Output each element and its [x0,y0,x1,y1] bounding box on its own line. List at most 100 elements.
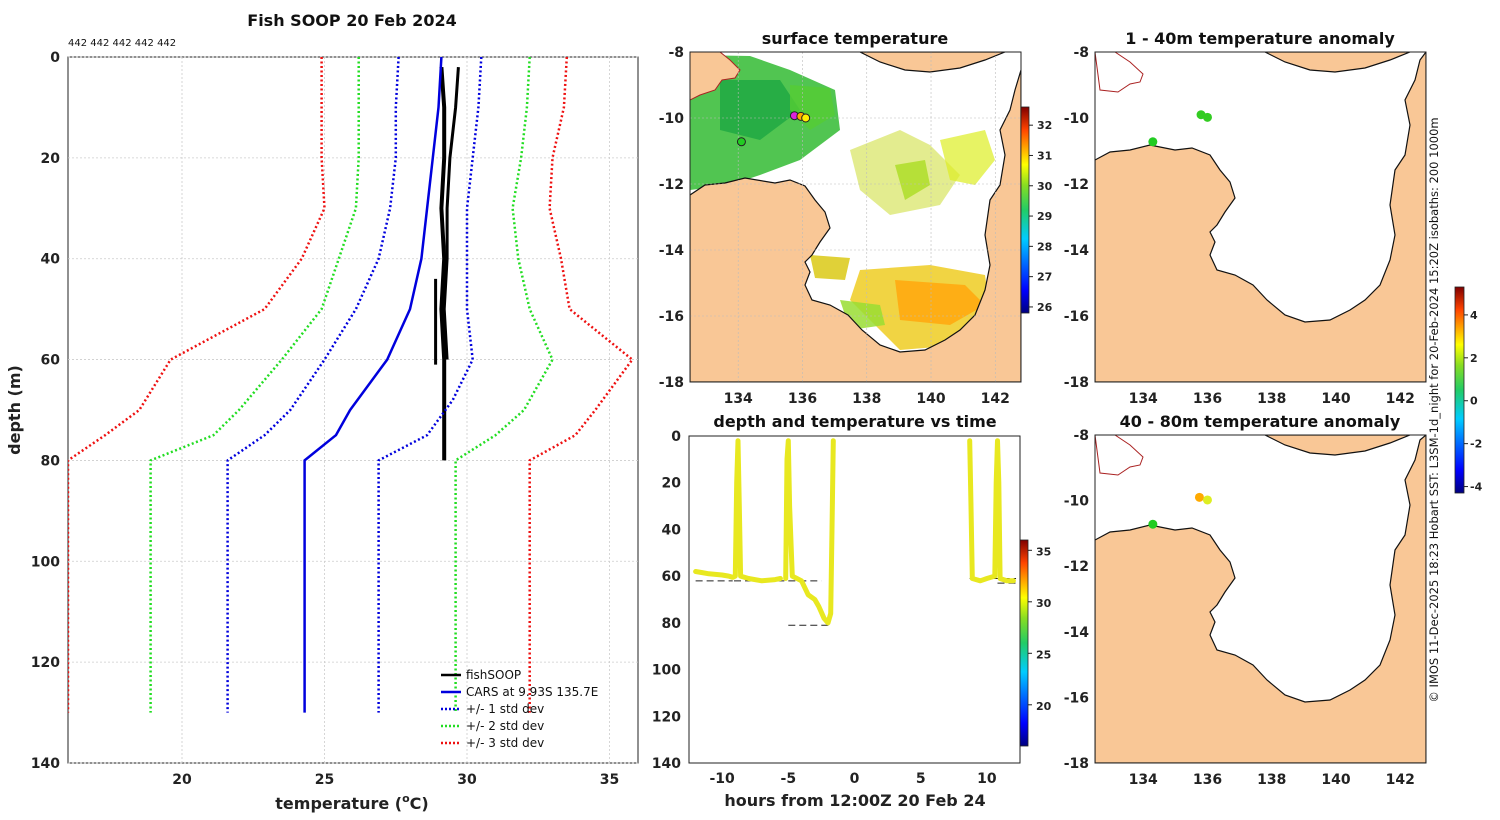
anom-colorbar-ticks: -4 -2 0 2 4 [1464,309,1483,494]
sst-station-marker [736,137,746,147]
profile-ylabel: depth (m) [5,365,24,455]
depth-time-xtick-label: 10 [977,771,997,787]
depth-time-xlabel: hours from 12:00Z 20 Feb 24 [724,791,985,810]
anom1-content [1095,52,1426,382]
anom2-ytick-label: -12 [1064,559,1089,575]
profile-xlabel: temperature (oC) [275,792,428,813]
sst-ytick-label: -18 [659,375,684,391]
anom2-xtick-label: 140 [1321,772,1350,788]
anom2-land-new-guinea [1264,435,1411,456]
sst-gulf-hot [895,280,985,325]
profile-ytick-label: 120 [31,655,60,671]
anom-1-40-panel: 134 136 138 140 142 -8 -10 -12 -14 -16 -18 1 - 40m… [1064,29,1427,407]
depth-time-track [967,438,1016,584]
anom-40-80-panel: 134 136 138 140 142 -8 -10 -12 -14 -16 -18 40 - 80… [1064,412,1427,788]
anom2-content [1095,435,1426,763]
anom1-xtick-label: 134 [1129,391,1158,407]
sst-yellow-ne [940,130,995,185]
depth-time-colorbar-tick-label: 25 [1036,648,1051,661]
anom-colorbar [1454,286,1465,494]
profile-series [68,57,634,713]
anom2-ytick-label: -10 [1064,494,1090,510]
depth-time-xtick-label: 0 [850,771,860,787]
profile-ticks: 20 25 30 35 0 20 40 60 80 100 120 140 [31,50,619,788]
sst-colorbar-tick-label: 27 [1037,271,1052,284]
anom1-anomaly-point [1148,137,1158,147]
sst-colorbar-tick-label: 32 [1037,119,1052,132]
anom1-ytick-label: -12 [1064,177,1089,193]
profile-grid [68,56,638,764]
depth-time-ytick-label: 60 [662,569,682,585]
profile-ytick-label: 140 [31,756,60,772]
profile-ytick-label: 60 [41,353,61,369]
anom1-title: 1 - 40m temperature anomaly [1125,29,1395,48]
profile-title: Fish SOOP 20 Feb 2024 [247,11,456,30]
sst-colorbar-tick-label: 26 [1037,301,1053,314]
anom1-frame [1094,51,1427,383]
anom1-land-new-guinea [1264,52,1411,73]
depth-time-track [693,438,783,584]
anom2-ytick-label: -18 [1064,756,1089,772]
sst-station-marker [801,113,811,123]
anom-colorbar-tick-label: 2 [1470,352,1478,365]
anom2-anomaly-point [1148,519,1158,529]
depth-time-colorbar-tick-label: 20 [1036,700,1052,713]
depth-time-ytick-label: 40 [662,522,682,538]
depth-time-ytick-label: 100 [652,663,681,679]
anom1-points [1148,110,1212,147]
anom-colorbar-group: -4 -2 0 2 4 [1454,286,1483,494]
sst-colorbar-tick-label: 31 [1037,149,1052,162]
profile-ytick-label: 80 [41,453,61,469]
profile-xtick-label: 30 [457,772,477,788]
anom2-xtick-label: 138 [1257,772,1286,788]
anom-colorbar-tick-label: 4 [1470,309,1478,322]
profile-xtick-label: 25 [315,772,334,788]
sst-map-land-aru [690,52,741,101]
profile-legend: fishSOOP CARS at 9.93S 135.7E +/- 1 std … [441,668,598,750]
depth-time-xtick-label: -5 [781,771,797,787]
legend-std1: +/- 1 std dev [466,702,544,716]
profile-series-line [303,57,443,713]
sst-colorbar-tick-label: 28 [1037,240,1052,253]
depth-time-frame [688,435,1021,764]
anom2-xtick-label: 142 [1386,772,1415,788]
depth-time-ytick-label: 80 [662,616,682,632]
sst-xtick-label: 136 [788,391,817,407]
anom-colorbar-tick-label: -2 [1470,438,1482,451]
anom1-xtick-label: 136 [1193,391,1222,407]
credit-text: © IMOS 11-Dec-2025 18:23 Hobart SST: L3S… [1427,117,1441,702]
anom1-ytick-label: -8 [1073,45,1089,61]
legend-cars: CARS at 9.93S 135.7E [466,685,598,699]
sst-xtick-label: 138 [852,391,881,407]
depth-time-ytick-label: 120 [652,709,681,725]
legend-std2: +/- 2 std dev [466,719,544,733]
sst-map-land-new-guinea [859,52,1006,73]
profile-xtick-label: 20 [172,772,192,788]
profile-series-line [377,57,483,713]
anom2-title: 40 - 80m temperature anomaly [1120,412,1401,431]
profile-ytick-label: 100 [31,554,60,570]
sst-ytick-label: -12 [659,177,684,193]
depth-time-colorbar-tick-label: 30 [1036,597,1052,610]
anom1-ytick-label: -10 [1064,111,1090,127]
sst-map-panel: 134 136 138 140 142 -8 -10 -12 -14 -16 -18 surface… [659,29,1053,407]
anom2-ytick-label: -16 [1064,690,1089,706]
sst-colorbar-tick-label: 30 [1037,180,1053,193]
sst-ytick-label: -10 [659,111,685,127]
depth-time-track [783,438,836,626]
profile-panel: 20 25 30 35 0 20 40 60 80 100 120 140 Fish SOOP 20 … [5,11,639,813]
depth-time-title: depth and temperature vs time [713,412,996,431]
anom-colorbar-tick-label: -4 [1470,481,1483,494]
profile-axes-frame [67,56,639,764]
anom-colorbar-tick-label: 0 [1470,395,1478,408]
sst-ytick-label: -14 [659,243,685,259]
anom2-xtick-label: 134 [1129,772,1158,788]
depth-time-xtick-label: -10 [709,771,735,787]
anom2-aru-outline [1095,435,1144,476]
anom1-xtick-label: 142 [1386,391,1415,407]
profile-series-line [442,66,460,360]
sst-map-land-cape-york [690,69,1021,382]
sst-green-core [720,80,800,140]
